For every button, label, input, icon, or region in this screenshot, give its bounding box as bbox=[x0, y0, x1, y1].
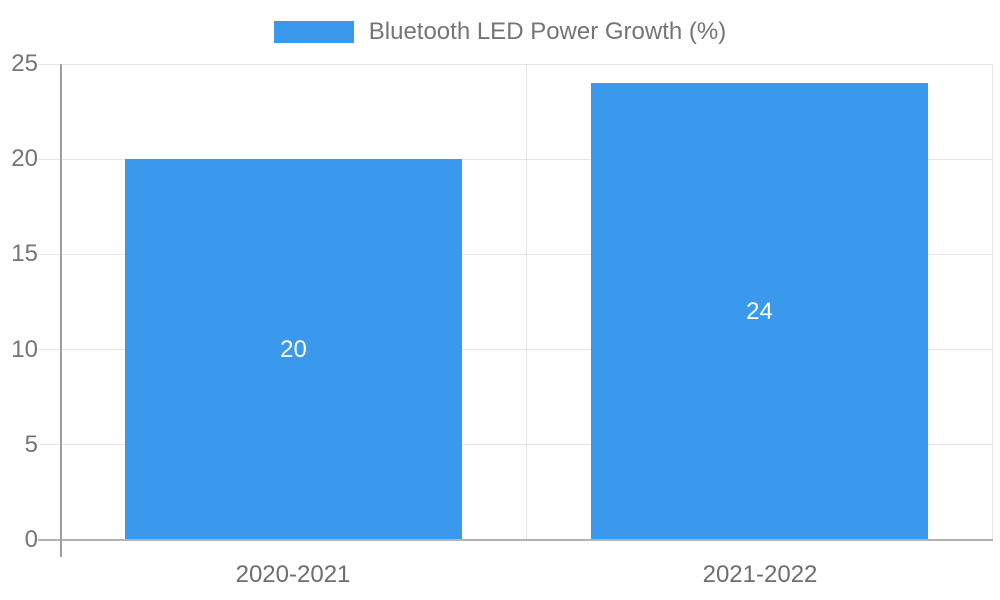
bar-value-label: 20 bbox=[280, 335, 307, 363]
y-axis-line bbox=[60, 64, 62, 557]
x-tick-label-2021-2022: 2021-2022 bbox=[702, 561, 818, 588]
plot-area: 20 24 bbox=[38, 63, 993, 541]
y-tick-label-10: 10 bbox=[11, 335, 38, 363]
y-tick-label-0: 0 bbox=[24, 526, 38, 553]
vertical-gridline-2 bbox=[992, 64, 993, 540]
legend-label: Bluetooth LED Power Growth (%) bbox=[368, 18, 727, 45]
gridline-y-10 bbox=[38, 349, 993, 351]
y-tick-label-25: 25 bbox=[11, 50, 38, 77]
x-axis-baseline bbox=[38, 539, 993, 541]
y-tick-label-20: 20 bbox=[11, 145, 38, 173]
bar-2020-2021[interactable]: 20 bbox=[125, 159, 462, 540]
vertical-gridline-1 bbox=[526, 64, 527, 540]
gridline-y-20 bbox=[38, 158, 993, 160]
gridline-y-5 bbox=[38, 444, 993, 446]
legend: Bluetooth LED Power Growth (%) bbox=[0, 18, 1000, 46]
x-tick-label-2020-2021: 2020-2021 bbox=[235, 561, 351, 588]
y-tick-label-5: 5 bbox=[24, 430, 38, 458]
gridline-y-15 bbox=[38, 253, 993, 255]
legend-swatch bbox=[273, 21, 354, 43]
bar-2021-2022[interactable]: 24 bbox=[591, 83, 928, 540]
gridline-y-25 bbox=[38, 63, 993, 65]
y-tick-label-15: 15 bbox=[11, 240, 38, 268]
bar-value-label: 24 bbox=[746, 297, 773, 325]
